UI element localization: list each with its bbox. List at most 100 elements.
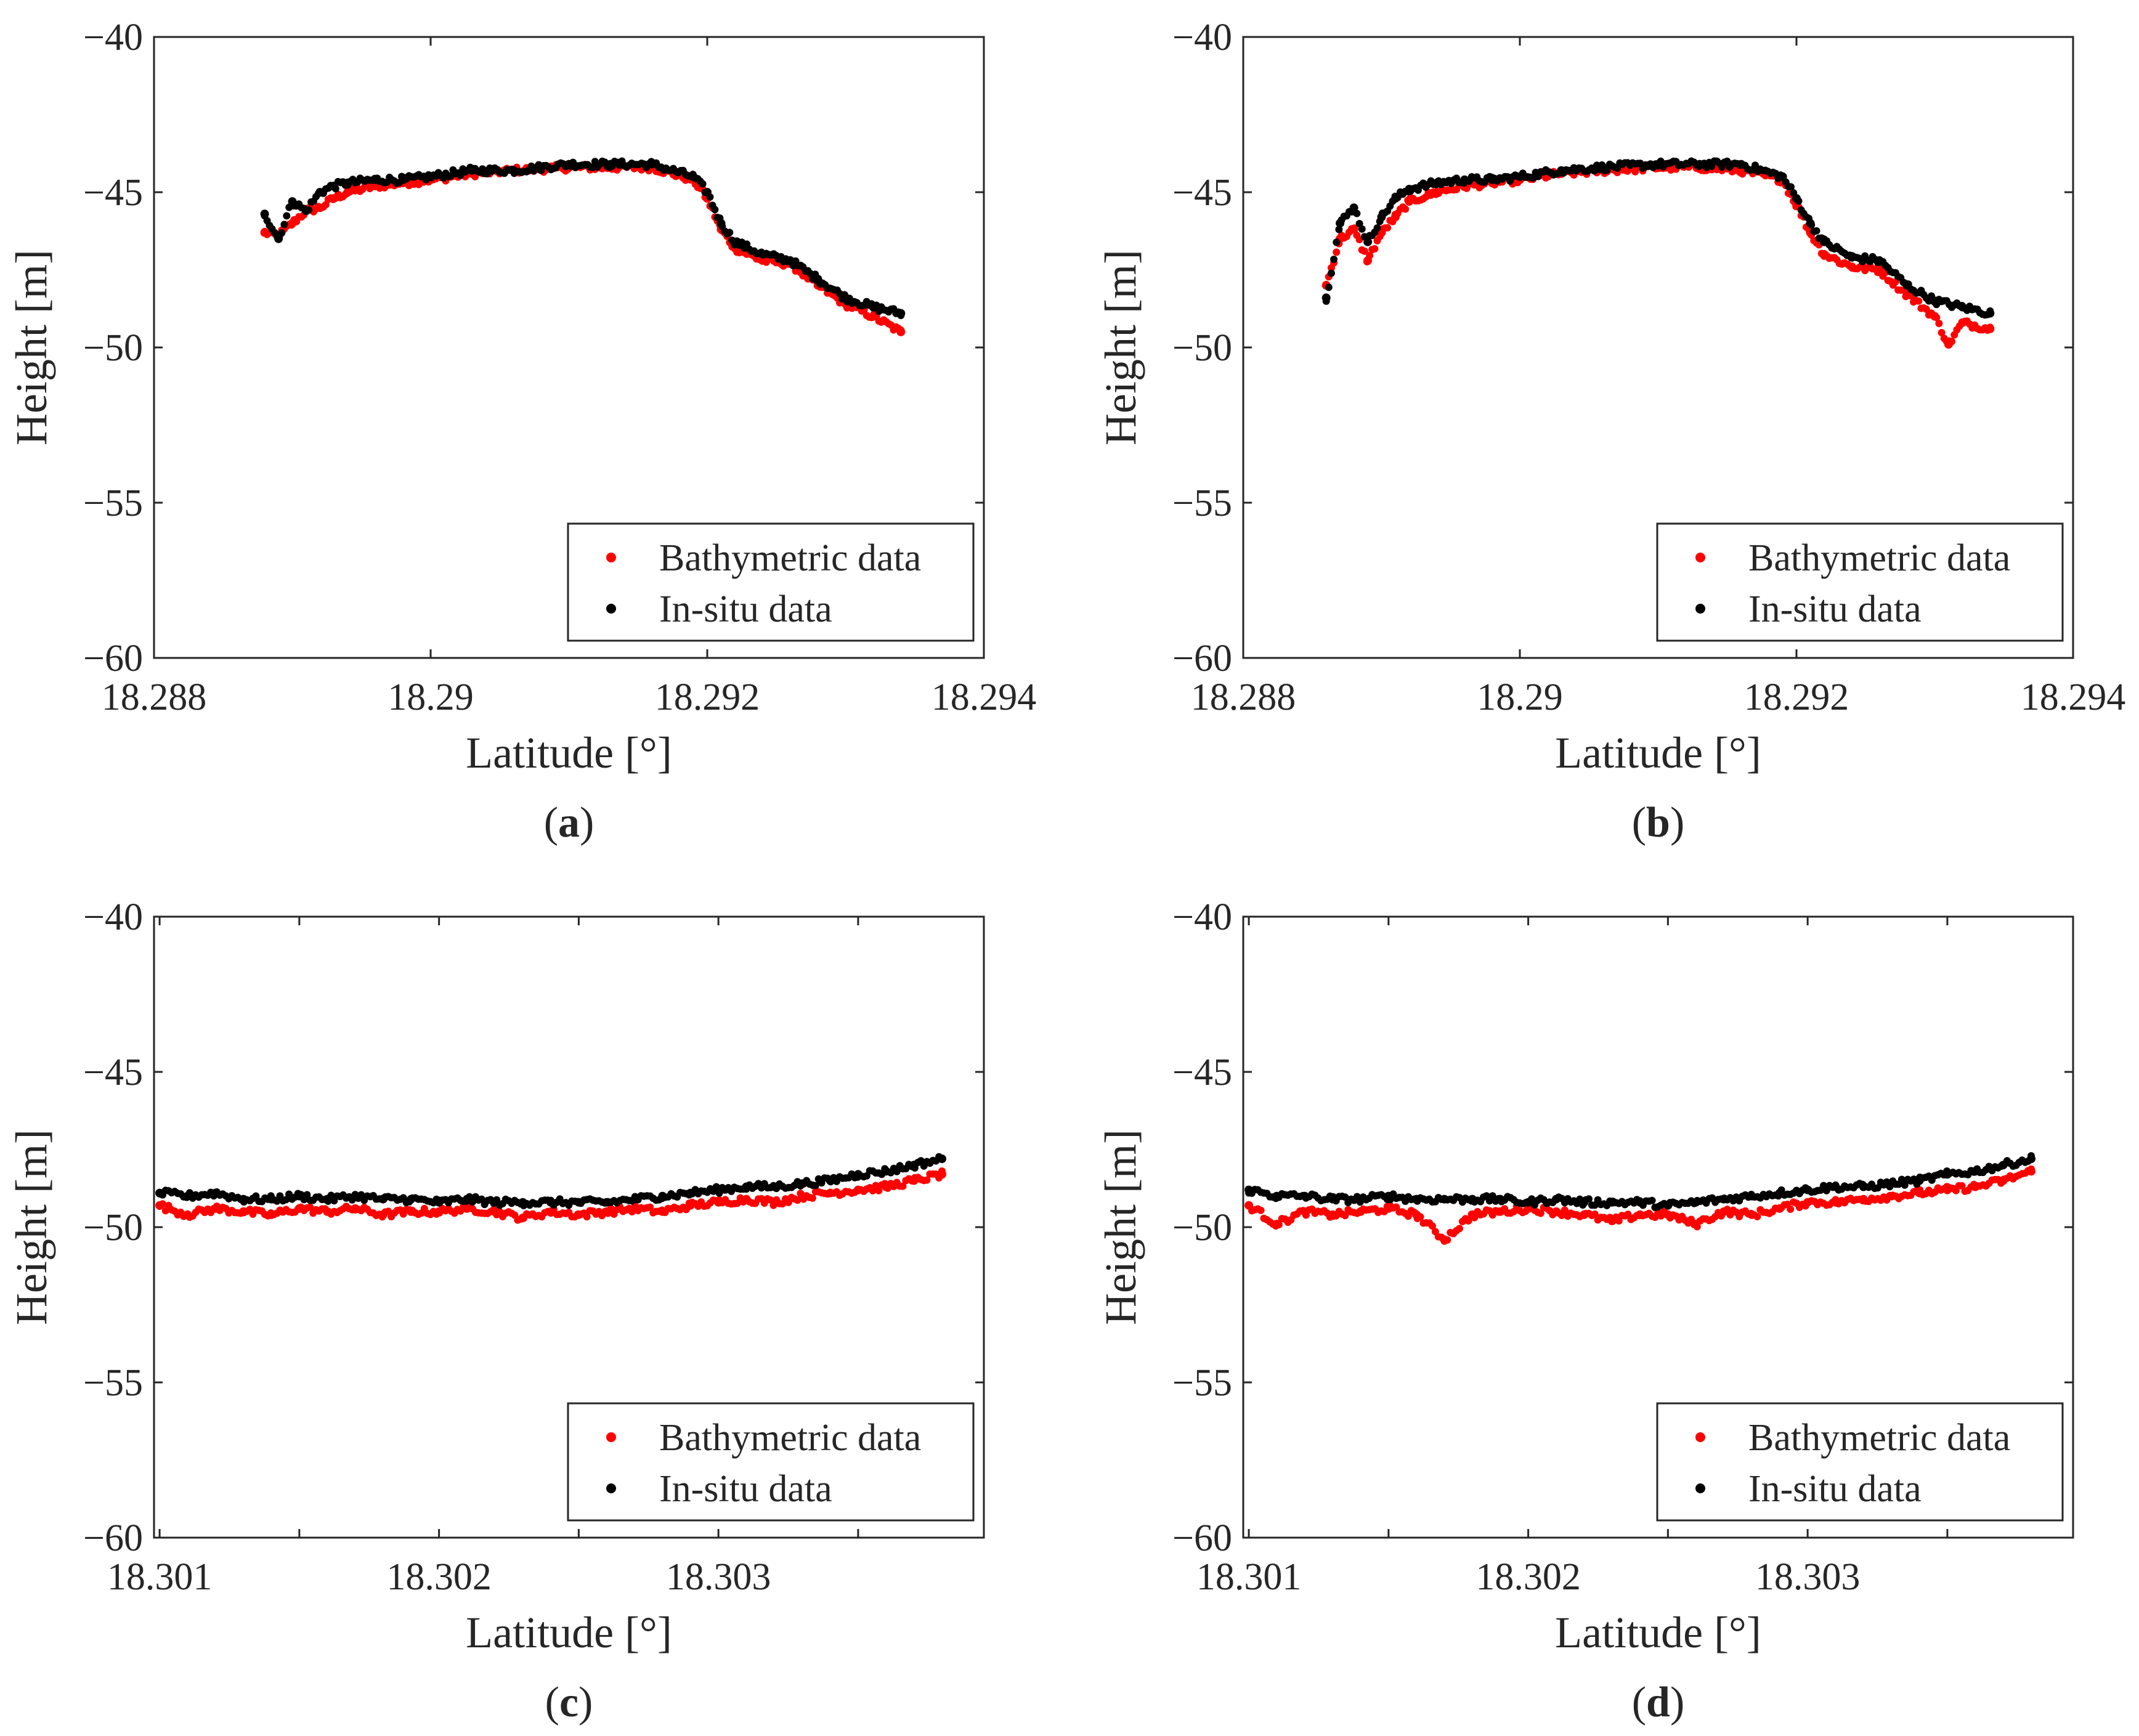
- data-point: [699, 180, 707, 188]
- data-point: [1819, 249, 1828, 259]
- data-point: [463, 1204, 471, 1213]
- data-point: [378, 1195, 388, 1204]
- data-point: [239, 1207, 248, 1216]
- data-point: [630, 1195, 639, 1204]
- x-tick-label: 18.294: [2021, 676, 2126, 718]
- series-in-situ: [1244, 1152, 2036, 1211]
- data-point: [371, 175, 380, 184]
- panel-label: (c): [545, 1679, 593, 1726]
- data-point: [323, 1207, 332, 1216]
- y-axis-label: Height [m]: [1096, 249, 1145, 445]
- x-tick-label: 18.302: [386, 1556, 492, 1598]
- panel-label-letter: c: [559, 1679, 578, 1726]
- data-point: [518, 1213, 527, 1222]
- data-point: [1244, 1201, 1254, 1210]
- y-tick-label: −60: [1172, 1517, 1232, 1559]
- legend-entry-label: In-situ data: [1748, 1468, 1922, 1510]
- data-point: [826, 1176, 835, 1185]
- data-point: [282, 1196, 290, 1204]
- y-tick-label: −60: [83, 638, 143, 679]
- legend-entry-label: Bathymetric data: [659, 1417, 921, 1459]
- data-point: [686, 1188, 695, 1198]
- data-point: [1636, 1210, 1644, 1219]
- data-point: [1915, 1188, 1924, 1198]
- data-point: [509, 166, 518, 175]
- data-point: [1580, 1210, 1589, 1219]
- series-in-situ: [260, 157, 906, 319]
- panel-label-open: (: [545, 1679, 559, 1726]
- chart-panel-b: −60 −55 −50 −45 −40 18.288 18.29 18.292 18.294 La…: [1096, 17, 2125, 846]
- data-point: [1902, 281, 1912, 290]
- data-point: [1654, 160, 1663, 169]
- data-point: [1432, 178, 1442, 187]
- panel-label: (d): [1632, 1679, 1685, 1726]
- data-point: [630, 1204, 639, 1213]
- data-point: [1930, 296, 1939, 306]
- data-point: [686, 1201, 695, 1210]
- data-point: [1328, 1195, 1337, 1204]
- data-point: [288, 219, 297, 228]
- data-point: [1333, 238, 1341, 246]
- legend-entry-label: Bathymetric data: [1748, 537, 2010, 579]
- legend: Bathymetric data In-situ data: [567, 522, 975, 642]
- data-point: [1460, 175, 1469, 184]
- legend-marker: [606, 604, 616, 614]
- data-point: [1778, 172, 1787, 181]
- data-point: [1691, 1220, 1700, 1228]
- data-point: [1719, 1207, 1729, 1216]
- panel-label-close: ): [580, 799, 594, 846]
- y-tick-label: −40: [83, 17, 143, 59]
- data-point: [658, 1191, 667, 1201]
- data-point: [1404, 1212, 1412, 1220]
- data-point: [378, 1210, 388, 1219]
- data-point: [1935, 320, 1943, 327]
- data-point: [1737, 160, 1746, 169]
- data-point: [1719, 1195, 1729, 1204]
- data-point: [726, 229, 734, 237]
- data-point: [1944, 340, 1953, 349]
- legend: Bathymetric data In-situ data: [1656, 1402, 2064, 1522]
- legend-box: [1656, 1402, 2064, 1522]
- data-point: [758, 256, 767, 265]
- data-point: [1875, 266, 1884, 274]
- data-point: [434, 1207, 444, 1216]
- data-point: [1915, 1176, 1924, 1185]
- x-tick-label: 18.303: [666, 1556, 771, 1598]
- data-point: [1831, 1198, 1840, 1207]
- data-point: [875, 1186, 883, 1195]
- data-point: [1873, 1184, 1881, 1192]
- x-tick-label: 18.301: [107, 1556, 213, 1598]
- data-point: [1787, 1205, 1795, 1213]
- y-tick-label: −50: [83, 327, 143, 369]
- data-point: [769, 1182, 779, 1191]
- x-tick-label: 18.301: [1196, 1556, 1302, 1598]
- data-point: [714, 1185, 723, 1195]
- data-point: [546, 1207, 555, 1216]
- data-point: [1272, 1191, 1281, 1201]
- data-point: [1371, 245, 1379, 253]
- data-point: [490, 1207, 500, 1216]
- data-point: [1663, 1210, 1673, 1219]
- y-tick-label: −45: [83, 172, 143, 214]
- data-point: [853, 1185, 862, 1195]
- data-point: [1325, 283, 1333, 291]
- data-point: [711, 206, 719, 214]
- data-point: [1915, 297, 1923, 305]
- data-point: [1321, 293, 1331, 302]
- data-point: [1902, 290, 1912, 299]
- x-axis-label: Latitude [°]: [1555, 1608, 1761, 1657]
- data-point: [1402, 205, 1410, 213]
- data-point: [1887, 1191, 1896, 1201]
- x-tick-label: 18.303: [1755, 1556, 1861, 1598]
- data-point: [714, 1198, 723, 1207]
- data-point: [1557, 166, 1566, 175]
- x-tick-label: 18.292: [1744, 676, 1849, 718]
- data-point: [606, 160, 615, 169]
- data-point: [1922, 305, 1930, 313]
- legend-entry-label: Bathymetric data: [1748, 1417, 2010, 1459]
- data-point: [490, 1198, 500, 1207]
- y-tick-label: −55: [83, 1362, 143, 1404]
- data-point: [1598, 163, 1607, 172]
- data-point: [1999, 1176, 2008, 1185]
- y-tick-label: −55: [1172, 1362, 1232, 1404]
